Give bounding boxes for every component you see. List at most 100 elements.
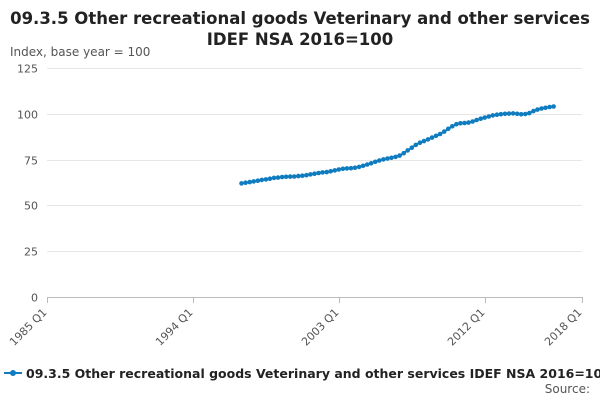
data-point xyxy=(247,179,252,185)
data-point xyxy=(510,111,516,116)
data-point xyxy=(389,155,394,161)
data-point xyxy=(308,172,313,177)
data-point xyxy=(267,176,273,181)
data-point xyxy=(373,159,378,165)
data-point xyxy=(486,114,492,119)
data-point xyxy=(360,163,366,169)
data-point xyxy=(478,116,484,121)
series-line xyxy=(241,105,554,185)
legend-label: 09.3.5 Other recreational goods Veterina… xyxy=(26,365,600,381)
data-point xyxy=(482,115,488,120)
legend-marker xyxy=(4,368,22,378)
data-point xyxy=(514,111,520,117)
data-point xyxy=(405,148,411,153)
data-point xyxy=(531,108,536,114)
x-tick-label: 1985 Q1 xyxy=(7,306,50,349)
data-point xyxy=(243,180,248,185)
legend[interactable]: 09.3.5 Other recreational goods Veterina… xyxy=(4,364,600,382)
data-point xyxy=(300,173,305,178)
data-point xyxy=(324,169,330,175)
y-tick-labels: 0 25 50 75 100 125 xyxy=(17,63,38,305)
data-point xyxy=(494,112,500,117)
data-point xyxy=(527,110,532,116)
source-label: Source: xyxy=(544,382,590,396)
y-tick-label: 0 xyxy=(31,292,38,305)
data-point xyxy=(296,173,301,179)
data-point xyxy=(291,174,297,179)
data-point xyxy=(381,157,386,162)
data-point xyxy=(271,175,277,181)
data-point xyxy=(320,170,325,175)
data-point xyxy=(474,117,479,123)
y-tick-label: 25 xyxy=(24,246,38,259)
data-point xyxy=(352,165,358,170)
data-point xyxy=(304,172,309,178)
data-point xyxy=(425,137,431,142)
data-point xyxy=(413,142,419,148)
y-tick-label: 75 xyxy=(24,155,38,168)
data-point xyxy=(502,111,508,117)
data-point xyxy=(441,129,447,134)
data-point xyxy=(466,120,471,125)
data-point xyxy=(458,121,463,126)
chart-title: 09.3.5 Other recreational goods Veterina… xyxy=(10,9,590,49)
data-point xyxy=(393,154,398,160)
data-point xyxy=(417,140,423,145)
data-point xyxy=(450,124,455,129)
data-point xyxy=(433,133,439,139)
data-point xyxy=(279,174,285,180)
x-tick-label: 2018 Q1 xyxy=(542,306,585,349)
data-point xyxy=(332,168,338,173)
data-point xyxy=(356,164,362,170)
x-axis: 1985 Q1 1994 Q1 2003 Q1 2012 Q1 2018 Q1 xyxy=(7,297,585,348)
data-point xyxy=(454,121,459,127)
data-point xyxy=(539,106,544,111)
data-point xyxy=(490,113,496,118)
data-point xyxy=(275,175,281,180)
gridlines xyxy=(47,68,582,298)
data-point xyxy=(239,181,244,186)
data-point xyxy=(312,171,317,176)
data-point xyxy=(523,111,528,117)
data-point xyxy=(543,105,548,111)
data-point xyxy=(251,179,256,184)
data-point xyxy=(421,138,427,144)
data-point xyxy=(551,104,556,109)
data-point xyxy=(368,161,374,166)
legend-dot xyxy=(10,370,16,376)
data-point xyxy=(547,104,552,110)
data-point xyxy=(385,156,390,161)
data-point xyxy=(409,145,415,150)
data-point xyxy=(518,112,524,117)
data-point xyxy=(287,174,293,179)
y-axis-label: Index, base year = 100 xyxy=(10,45,151,59)
data-point xyxy=(344,166,350,171)
data-point xyxy=(437,131,443,137)
y-tick-label: 50 xyxy=(24,200,38,213)
data-point xyxy=(401,150,407,156)
y-tick-label: 100 xyxy=(17,109,38,122)
data-point xyxy=(328,169,334,174)
data-point xyxy=(316,170,321,176)
data-point xyxy=(255,178,261,183)
data-point xyxy=(506,111,512,116)
data-point xyxy=(283,174,289,180)
data-point xyxy=(462,120,467,126)
x-tick-label: 2012 Q1 xyxy=(445,306,488,349)
data-point xyxy=(377,158,382,163)
data-point xyxy=(397,153,402,158)
data-point xyxy=(429,135,435,140)
data-point xyxy=(446,126,451,132)
x-tick-label: 1994 Q1 xyxy=(153,306,196,349)
data-point xyxy=(336,167,342,172)
data-point xyxy=(348,165,354,171)
data-point xyxy=(364,162,370,167)
data-point xyxy=(340,166,346,172)
data-point xyxy=(263,177,269,182)
x-tick-label: 2003 Q1 xyxy=(299,306,342,349)
y-tick-label: 125 xyxy=(17,63,38,76)
data-point xyxy=(470,119,475,124)
data-point xyxy=(535,107,540,112)
series-line-group xyxy=(239,104,556,186)
